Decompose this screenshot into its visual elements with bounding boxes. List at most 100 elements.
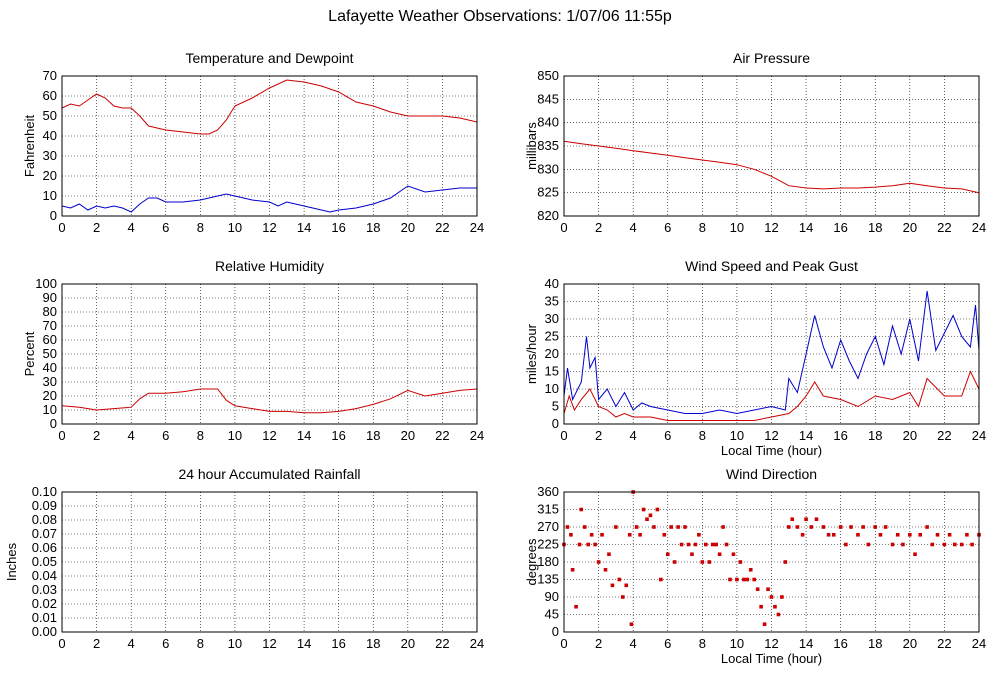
- rainfall-y-tick-label: 0.05: [32, 554, 57, 569]
- direction-point: [638, 532, 642, 537]
- direction-x-tick-label: 6: [664, 636, 671, 651]
- direction-point: [624, 583, 629, 588]
- humidity-x-tick-label: 14: [297, 428, 311, 443]
- temperature-x-tick-label: 6: [162, 220, 169, 235]
- direction-point: [838, 525, 843, 529]
- humidity-y-tick-label: 50: [43, 346, 57, 361]
- humidity-x-tick-label: 4: [128, 428, 135, 443]
- wind-title: Wind Speed and Peak Gust: [685, 258, 858, 274]
- direction-point: [935, 532, 940, 537]
- temperature-y-tick-label: 60: [43, 88, 57, 103]
- pressure-x-tick-label: 14: [799, 220, 813, 235]
- rainfall-x-tick-label: 14: [297, 636, 311, 651]
- humidity-y-tick-label: 20: [43, 388, 57, 403]
- wind-y-tick-label: 40: [545, 276, 559, 291]
- wind-y-tick-label: 25: [545, 329, 559, 344]
- temperature-x-tick-label: 4: [128, 220, 135, 235]
- direction-point: [925, 525, 929, 529]
- temperature-x-tick-label: 0: [58, 220, 65, 235]
- pressure-y-tick-label: 825: [537, 185, 559, 200]
- humidity-x-tick-label: 2: [93, 428, 100, 443]
- pressure-y-tick-label: 840: [537, 115, 559, 130]
- wind-series-line-1: [563, 370, 980, 421]
- direction-point: [672, 560, 677, 564]
- direction-point: [679, 542, 684, 547]
- humidity-x-tick-label: 10: [228, 428, 242, 443]
- wind-y-tick-label: 20: [545, 346, 559, 361]
- direction-point: [629, 622, 634, 627]
- direction-y-tick-label: 0: [552, 624, 559, 639]
- direction-point: [593, 542, 597, 547]
- direction-point: [759, 604, 763, 609]
- pressure-x-tick-label: 18: [868, 220, 882, 235]
- humidity-x-tick-label: 0: [58, 428, 65, 443]
- temperature-y-axis-label: Fahrenheit: [22, 115, 37, 178]
- direction-point: [878, 532, 883, 537]
- rainfall-x-tick-label: 16: [331, 636, 345, 651]
- direction-point: [610, 583, 615, 588]
- temperature-x-tick-label: 12: [262, 220, 276, 235]
- direction-y-tick-label: 180: [537, 554, 559, 569]
- direction-x-tick-label: 14: [799, 636, 813, 651]
- temperature-series-line-1: [61, 185, 477, 213]
- temperature-x-tick-label: 20: [401, 220, 415, 235]
- wind-x-tick-label: 4: [630, 428, 637, 443]
- direction-point: [569, 532, 573, 537]
- rainfall-x-tick-label: 2: [93, 636, 100, 651]
- rainfall-y-tick-label: 0.08: [32, 512, 57, 527]
- direction-point: [755, 587, 760, 592]
- wind-x-tick-label: 14: [799, 428, 813, 443]
- direction-point: [596, 560, 601, 564]
- direction-y-tick-label: 270: [537, 519, 559, 534]
- humidity-y-tick-label: 0: [50, 416, 57, 431]
- direction-x-tick-label: 0: [560, 636, 567, 651]
- direction-point: [617, 577, 622, 582]
- pressure-x-tick-label: 22: [937, 220, 951, 235]
- direction-y-tick-label: 315: [537, 502, 559, 517]
- rainfall-y-tick-label: 0.02: [32, 596, 57, 611]
- wind-plot-frame: [563, 283, 980, 425]
- direction-point: [783, 560, 788, 564]
- direction-point: [800, 532, 805, 537]
- rainfall-x-tick-label: 20: [401, 636, 415, 651]
- rainfall-title: 24 hour Accumulated Rainfall: [178, 466, 360, 482]
- direction-point: [831, 532, 836, 537]
- temperature-x-tick-label: 2: [93, 220, 100, 235]
- temperature-x-tick-label: 10: [228, 220, 242, 235]
- humidity-y-tick-label: 70: [43, 318, 57, 333]
- rainfall-x-tick-label: 0: [58, 636, 65, 651]
- pressure-y-tick-label: 850: [537, 68, 559, 83]
- direction-point: [710, 542, 715, 547]
- direction-point: [603, 567, 608, 572]
- direction-point: [947, 532, 952, 537]
- wind-x-tick-label: 2: [595, 428, 602, 443]
- direction-point: [908, 532, 912, 537]
- direction-point: [942, 542, 947, 547]
- direction-point: [913, 552, 917, 557]
- direction-point: [607, 552, 611, 557]
- humidity-x-tick-label: 24: [470, 428, 484, 443]
- temperature-y-tick-label: 70: [43, 68, 57, 83]
- direction-point: [641, 507, 646, 512]
- temperature-x-tick-label: 16: [331, 220, 345, 235]
- direction-point: [769, 595, 774, 599]
- direction-point: [686, 542, 691, 547]
- pressure-series-line-0: [563, 140, 980, 194]
- direction-point: [721, 525, 725, 529]
- direction-point: [795, 525, 800, 529]
- direction-point: [645, 517, 649, 522]
- humidity-y-tick-label: 80: [43, 304, 57, 319]
- direction-x-tick-label: 20: [903, 636, 917, 651]
- direction-x-tick-label: 22: [937, 636, 951, 651]
- direction-point: [814, 517, 819, 522]
- direction-point: [676, 525, 680, 529]
- direction-point: [579, 507, 584, 512]
- direction-y-tick-label: 90: [545, 589, 559, 604]
- temperature-y-tick-label: 30: [43, 148, 57, 163]
- humidity-x-tick-label: 20: [401, 428, 415, 443]
- humidity-y-tick-label: 30: [43, 374, 57, 389]
- direction-point: [714, 542, 718, 547]
- direction-y-tick-label: 135: [537, 572, 559, 587]
- pressure-plot-frame: [563, 75, 980, 217]
